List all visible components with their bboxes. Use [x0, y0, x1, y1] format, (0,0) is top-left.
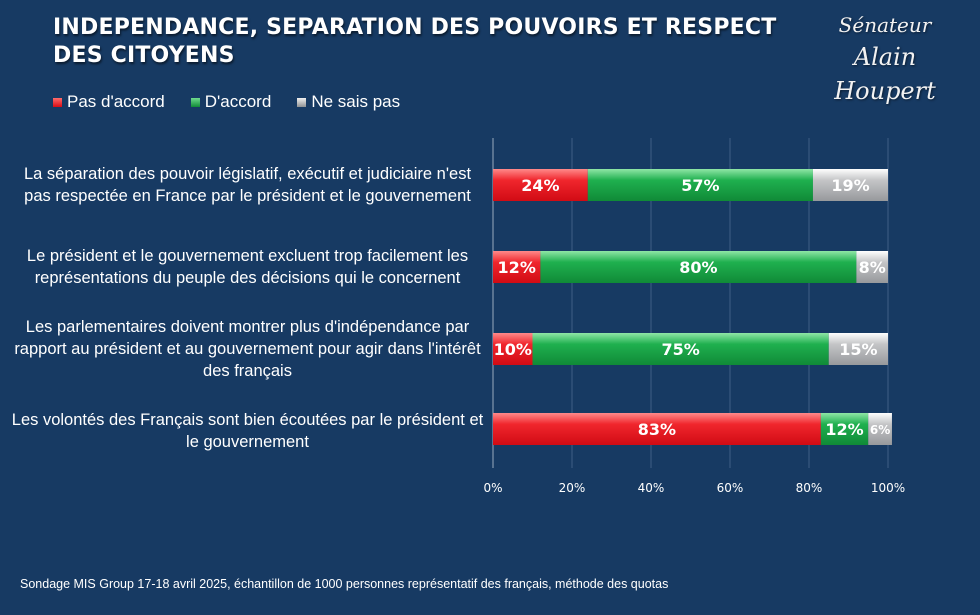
data-label-daccord-3: 75%	[661, 340, 699, 359]
legend-swatch-pas-daccord	[53, 97, 62, 107]
legend-swatch-daccord	[190, 97, 200, 107]
bar-daccord-1	[587, 169, 813, 201]
legend-label-ne-sais-pas: Ne sais pas	[311, 92, 401, 111]
chart-legend: Pas d'accord D'accord Ne sais pas	[53, 92, 400, 112]
bar-pas-daccord-2	[493, 251, 541, 283]
bar-daccord-3	[532, 333, 829, 365]
x-tick-label-2: 40%	[638, 481, 665, 495]
label-layer: 24% 57% 19% 12% 80% 8% 10% 75% 15% 83% 12% 6%	[494, 176, 891, 439]
chart-title: INDEPENDANCE, SEPARATION DES POUVOIRS ET…	[53, 15, 777, 68]
bar-pas-daccord-1	[493, 169, 588, 201]
bar-layer	[493, 169, 892, 445]
data-label-ne-sais-pas-2: 8%	[859, 258, 886, 277]
question-label-3: Les parlementaires doivent montrer plus …	[14, 318, 481, 380]
data-label-pas-daccord-3: 10%	[494, 340, 532, 359]
tick-layer: 0% 20% 40% 60% 80% 100%	[483, 481, 905, 495]
question-label-1: La séparation des pouvoir législatif, ex…	[23, 165, 472, 205]
question-label-4: Les volontés des Français sont bien écou…	[11, 411, 484, 451]
legend-item-daccord: D'accord	[190, 92, 272, 112]
x-tick-label-1: 20%	[559, 481, 586, 495]
question-label-2: Le président et le gouvernement excluent…	[26, 247, 469, 287]
legend-label-pas-daccord: Pas d'accord	[67, 92, 165, 111]
signature-line-1: Sénateur	[838, 13, 932, 37]
signature-logo: Sénateur Alain Houpert	[810, 10, 960, 108]
data-label-daccord-2: 80%	[679, 258, 717, 277]
bar-pas-daccord-4	[493, 413, 821, 445]
x-tick-label-0: 0%	[483, 481, 502, 495]
signature-line-2: Alain Houpert	[834, 43, 936, 105]
bar-ne-sais-pas-1	[812, 169, 888, 201]
bar-pas-daccord-3	[493, 333, 533, 365]
legend-item-ne-sais-pas: Ne sais pas	[297, 92, 400, 112]
bar-daccord-2	[540, 251, 857, 283]
x-tick-label-5: 100%	[871, 481, 905, 495]
data-label-daccord-1: 57%	[681, 176, 719, 195]
bar-ne-sais-pas-3	[828, 333, 888, 365]
x-tick-label-4: 80%	[796, 481, 823, 495]
footnote: Sondage MIS Group 17-18 avril 2025, écha…	[20, 577, 669, 591]
data-label-ne-sais-pas-4: 6%	[870, 423, 890, 437]
data-label-ne-sais-pas-1: 19%	[831, 176, 869, 195]
data-label-ne-sais-pas-3: 15%	[839, 340, 877, 359]
data-label-pas-daccord-4: 83%	[638, 420, 676, 439]
data-label-pas-daccord-1: 24%	[521, 176, 559, 195]
legend-item-pas-daccord: Pas d'accord	[53, 92, 165, 112]
bar-ne-sais-pas-4	[868, 413, 892, 445]
data-label-daccord-4: 12%	[825, 420, 863, 439]
legend-label-daccord: D'accord	[204, 92, 272, 111]
legend-swatch-ne-sais-pas	[297, 97, 307, 107]
data-label-pas-daccord-2: 12%	[498, 258, 536, 277]
x-tick-label-3: 60%	[717, 481, 744, 495]
bar-daccord-4	[820, 413, 869, 445]
bar-ne-sais-pas-2	[856, 251, 888, 283]
